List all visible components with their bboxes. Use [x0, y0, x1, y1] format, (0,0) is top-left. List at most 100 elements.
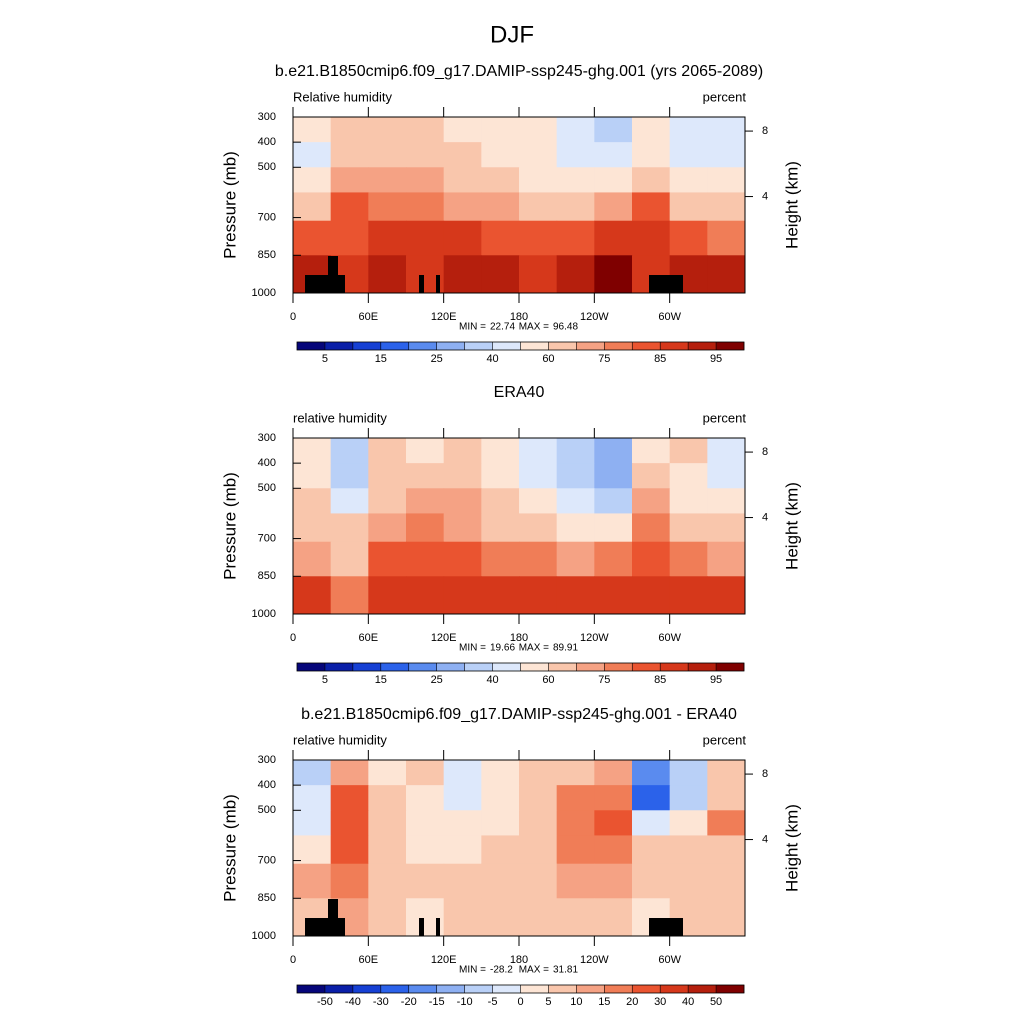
field-cell	[669, 863, 708, 899]
min-value: -28.2	[490, 965, 513, 976]
y-tick-label: 400	[258, 779, 276, 791]
field-cell	[330, 863, 369, 899]
max-label: MAX =	[519, 322, 549, 333]
field-cell	[368, 898, 407, 937]
field-cell	[443, 167, 482, 193]
field-cell	[707, 192, 746, 222]
colorbar-box	[324, 663, 354, 671]
field-cell	[368, 220, 407, 256]
field-cell	[368, 785, 407, 811]
field-cell	[368, 255, 407, 294]
field-cell	[368, 142, 407, 168]
x-tick-label: 120E	[431, 632, 457, 644]
field-cell	[406, 760, 445, 786]
field-cell	[519, 785, 558, 811]
y-tick-label: 300	[258, 754, 276, 766]
field-cell	[481, 760, 520, 786]
y-tick-label: 700	[258, 854, 276, 866]
field-cell	[556, 220, 595, 256]
field-cell	[519, 255, 558, 294]
field-cell	[519, 898, 558, 937]
colorbar-box	[716, 342, 745, 350]
field-cell	[707, 898, 746, 937]
x-tick-label: 0	[290, 632, 296, 644]
field-cell	[632, 810, 671, 836]
colorbar-label: 40	[486, 353, 498, 365]
field-cell	[368, 810, 407, 836]
colorbar-label: -50	[317, 996, 333, 1008]
field-cell	[556, 167, 595, 193]
topography-mask	[649, 918, 683, 936]
field-cell	[443, 220, 482, 256]
field-cell	[556, 488, 595, 514]
colorbar-label: 25	[431, 353, 443, 365]
field-cell	[330, 438, 369, 464]
field-cell	[368, 463, 407, 489]
field-cell	[481, 863, 520, 899]
colorbar-label: 15	[375, 353, 387, 365]
colorbar-label: 50	[710, 996, 722, 1008]
colorbar-label: -20	[401, 996, 417, 1008]
colorbar-box	[604, 663, 633, 671]
field-cell	[594, 438, 633, 464]
field-cell	[368, 513, 407, 543]
field-cell	[632, 785, 671, 811]
field-cell	[293, 810, 332, 836]
field-cell	[707, 835, 746, 865]
figure-title: DJF	[490, 21, 534, 48]
field-cell	[481, 438, 520, 464]
colorbar-box	[324, 985, 354, 993]
colorbar-label: 5	[322, 353, 328, 365]
field-cell	[707, 863, 746, 899]
field-cell	[556, 117, 595, 143]
colorbar-box	[464, 985, 493, 993]
y-tick-label: 500	[258, 161, 276, 173]
x-tick-label: 60W	[658, 954, 681, 966]
field-cell	[707, 785, 746, 811]
max-value: 31.81	[553, 965, 578, 976]
field-cell	[519, 220, 558, 256]
y-tick-label: 300	[258, 432, 276, 444]
field-cell	[368, 488, 407, 514]
field-cell	[443, 488, 482, 514]
y-tick-label: 700	[258, 211, 276, 223]
colorbar-label: 0	[517, 996, 523, 1008]
field-cell	[443, 142, 482, 168]
colorbar-box	[716, 985, 745, 993]
colorbar-box	[297, 342, 326, 350]
x-tick-label: 60E	[359, 954, 379, 966]
topography-mask	[436, 275, 440, 293]
colorbar-box	[352, 663, 382, 671]
field-cell	[293, 513, 332, 543]
field-cell	[443, 760, 482, 786]
colorbar-label: 85	[654, 674, 666, 686]
field-cell	[481, 220, 520, 256]
panel-title: ERA40	[494, 384, 545, 401]
min-label: MIN =	[459, 643, 486, 654]
field-cell	[368, 192, 407, 222]
colorbar-box	[520, 342, 549, 350]
min-value: 22.74	[490, 322, 515, 333]
field-cell	[669, 167, 708, 193]
colorbar-box	[660, 342, 689, 350]
x-tick-label: 120W	[580, 954, 609, 966]
colorbar-box	[576, 985, 605, 993]
field-cell	[443, 192, 482, 222]
colorbar-box	[492, 985, 521, 993]
field-cell	[707, 576, 746, 615]
y2-tick-label: 8	[762, 446, 768, 458]
field-cell	[669, 220, 708, 256]
field-cell	[481, 898, 520, 937]
y-tick-label: 1000	[252, 287, 276, 299]
field-cell	[406, 463, 445, 489]
colorbar-label: 30	[654, 996, 666, 1008]
field-cell	[293, 117, 332, 143]
colorbar-label: 60	[542, 674, 554, 686]
topography-mask	[305, 918, 345, 936]
y2-tick-label: 4	[762, 511, 768, 523]
field-cell	[293, 220, 332, 256]
colorbar-box	[324, 342, 354, 350]
field-cell	[406, 117, 445, 143]
colorbar-box	[297, 985, 326, 993]
field-cell	[443, 835, 482, 865]
